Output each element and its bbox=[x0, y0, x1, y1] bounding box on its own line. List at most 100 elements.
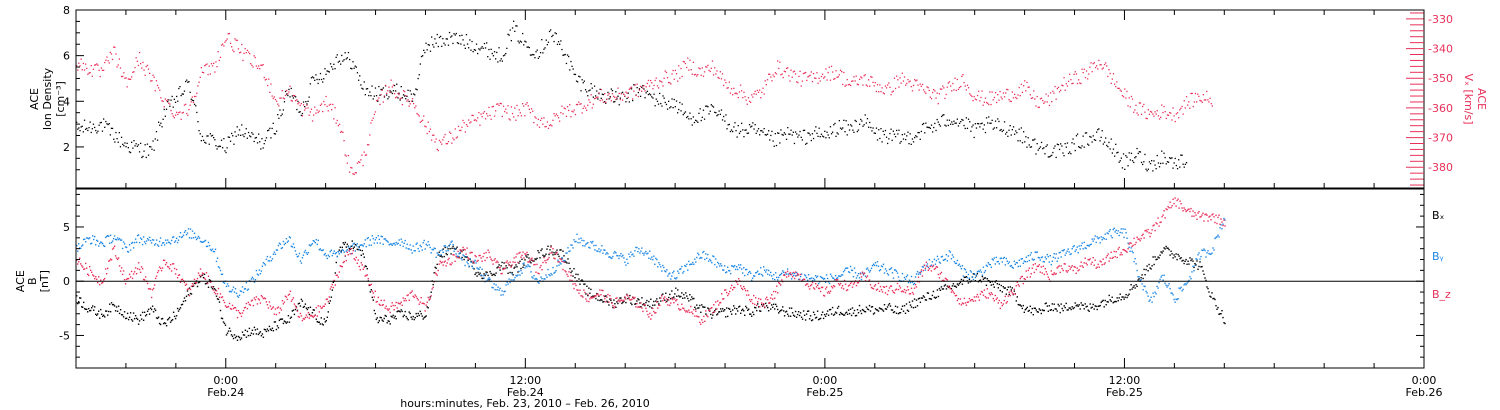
bx-point bbox=[339, 246, 341, 248]
by-point bbox=[1174, 301, 1176, 303]
bx-point bbox=[722, 308, 724, 310]
velocity-point bbox=[1093, 62, 1095, 64]
bx-point bbox=[520, 267, 522, 270]
bx-point bbox=[1071, 306, 1073, 308]
bz-point bbox=[550, 246, 552, 248]
density-point bbox=[206, 135, 208, 137]
by-point bbox=[354, 250, 356, 252]
by-point bbox=[795, 271, 798, 274]
bx-point bbox=[495, 272, 497, 274]
bz-point bbox=[195, 282, 198, 284]
velocity-point bbox=[946, 86, 948, 88]
bx-point bbox=[435, 267, 437, 269]
by-point bbox=[992, 259, 994, 261]
bx-point bbox=[951, 285, 954, 287]
density-point bbox=[890, 128, 892, 130]
by-point bbox=[204, 239, 207, 242]
by-point bbox=[94, 235, 96, 238]
density-point bbox=[839, 127, 842, 129]
density-point bbox=[1076, 133, 1079, 135]
velocity-point bbox=[606, 98, 608, 101]
density-point bbox=[518, 42, 520, 44]
bz-point bbox=[297, 315, 300, 318]
by-point bbox=[657, 266, 659, 268]
velocity-point bbox=[965, 89, 967, 91]
bx-point bbox=[510, 265, 512, 267]
density-point bbox=[498, 47, 500, 49]
velocity-point bbox=[728, 81, 730, 83]
bz-point bbox=[448, 257, 450, 260]
by-point bbox=[501, 290, 503, 292]
bz-point bbox=[140, 266, 143, 268]
by-point bbox=[626, 258, 628, 261]
by-point bbox=[826, 277, 829, 280]
density-point bbox=[843, 119, 845, 121]
velocity-point bbox=[826, 79, 828, 81]
by-point bbox=[578, 238, 580, 240]
bz-point bbox=[174, 273, 177, 275]
density-point bbox=[833, 124, 835, 126]
bz-point bbox=[578, 292, 580, 294]
density-point bbox=[661, 105, 663, 107]
density-point bbox=[745, 129, 747, 131]
bx-point bbox=[135, 317, 138, 319]
velocity-point bbox=[923, 89, 925, 91]
bx-point bbox=[562, 250, 564, 252]
bz-point bbox=[121, 273, 124, 276]
density-point bbox=[1058, 148, 1061, 151]
velocity-point bbox=[1082, 72, 1084, 74]
bx-point bbox=[419, 310, 421, 313]
by-point bbox=[629, 256, 631, 258]
by-point bbox=[518, 270, 520, 273]
bx-point bbox=[913, 298, 916, 300]
by-point bbox=[1119, 231, 1121, 234]
density-point bbox=[688, 118, 690, 120]
by-point bbox=[212, 250, 215, 253]
by-point bbox=[630, 251, 632, 253]
density-point bbox=[1124, 168, 1126, 170]
velocity-point bbox=[384, 84, 387, 87]
density-y-label-line: Ion Density bbox=[41, 67, 54, 130]
bz-point bbox=[580, 295, 582, 297]
velocity-point bbox=[1124, 88, 1126, 90]
by-point bbox=[700, 256, 702, 259]
velocity-point bbox=[1197, 93, 1199, 95]
bx-point bbox=[331, 289, 333, 291]
density-point bbox=[941, 115, 943, 118]
density-point bbox=[794, 131, 797, 133]
by-point bbox=[801, 279, 804, 281]
velocity-point bbox=[284, 94, 287, 97]
velocity-point bbox=[632, 98, 634, 100]
by-point bbox=[534, 278, 536, 280]
velocity-point bbox=[1112, 73, 1115, 75]
density-point bbox=[511, 27, 514, 29]
velocity-point bbox=[604, 93, 606, 95]
bx-point bbox=[237, 335, 240, 338]
bx-point bbox=[1058, 305, 1060, 307]
density-point bbox=[730, 129, 733, 131]
velocity-point bbox=[984, 97, 987, 99]
velocity-point bbox=[209, 73, 211, 75]
by-point bbox=[873, 264, 876, 267]
density-point bbox=[232, 135, 234, 137]
density-point bbox=[120, 136, 123, 138]
density-point bbox=[477, 52, 479, 55]
bx-point bbox=[80, 297, 82, 299]
velocity-point bbox=[992, 99, 994, 101]
by-point bbox=[400, 238, 402, 240]
by-point bbox=[196, 237, 199, 239]
density-point bbox=[453, 33, 455, 35]
bz-point bbox=[350, 248, 352, 250]
by-point bbox=[298, 252, 301, 255]
density-point bbox=[1156, 154, 1158, 157]
velocity-point bbox=[555, 113, 557, 115]
bx-point bbox=[566, 262, 568, 264]
by-point bbox=[744, 274, 746, 277]
by-point bbox=[531, 276, 533, 278]
by-point bbox=[532, 277, 534, 279]
bz-point bbox=[471, 251, 473, 254]
by-point bbox=[252, 278, 255, 280]
bx-point bbox=[403, 314, 405, 316]
by-point bbox=[1044, 256, 1046, 258]
bx-point bbox=[874, 308, 877, 310]
